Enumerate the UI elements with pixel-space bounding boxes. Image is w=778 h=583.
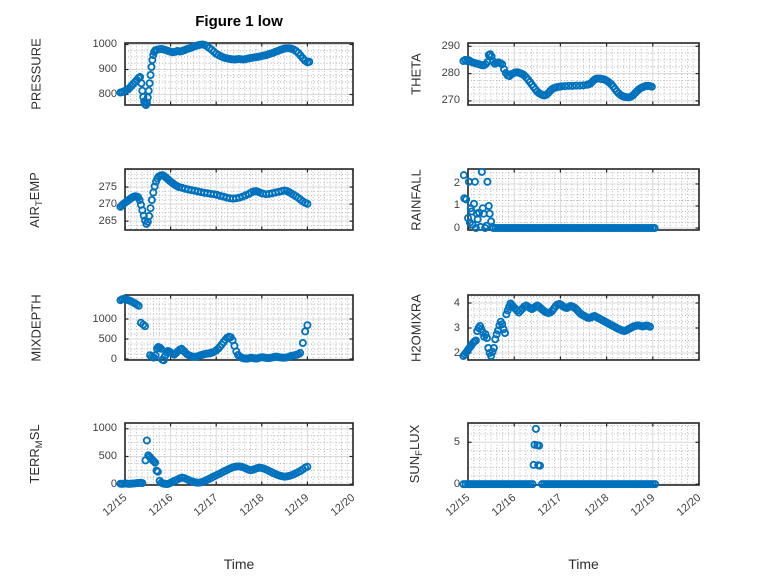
data-series-sunflux	[459, 424, 660, 489]
y-tick-label: 5	[453, 435, 460, 448]
subplot-pressure	[116, 40, 354, 110]
subscript: M	[34, 440, 45, 449]
y-tick-label: 1	[453, 199, 460, 212]
y-tick-label: 3	[453, 321, 460, 334]
data-series-theta	[459, 50, 656, 102]
y-tick-label: 1000	[92, 38, 117, 50]
y-tick-label: 2	[453, 346, 460, 359]
y-tick-label: 1000	[92, 422, 117, 435]
y-tick-label: 270	[98, 197, 117, 210]
y-axis-label-airtemp: AIRTEMP	[27, 171, 45, 228]
minor-grid	[468, 423, 699, 485]
y-tick-label: 2	[453, 177, 460, 190]
y-tick-label: 275	[98, 180, 117, 193]
x-axis-title-left: Time	[223, 556, 255, 572]
y-tick-label: 500	[98, 332, 117, 345]
subplot-airtemp	[116, 168, 354, 231]
y-tick-label: 500	[98, 449, 117, 462]
data-series-terrmsl	[116, 436, 312, 489]
data-series-pressure	[116, 40, 314, 110]
axis-ticks	[124, 43, 354, 105]
y-tick-label: 1000	[92, 312, 117, 325]
minor-grid	[125, 423, 353, 485]
axis-ticks	[467, 43, 700, 105]
y-tick-label: 270	[441, 94, 460, 107]
figure-title: Figure 1 low	[195, 13, 283, 30]
y-tick-label: 0	[453, 221, 460, 234]
y-tick-label: 900	[98, 63, 117, 75]
x-axis-title-right: Time	[568, 556, 599, 572]
major-grid	[125, 43, 353, 105]
y-tick-label: 0	[110, 477, 117, 490]
y-tick-label: 290	[441, 39, 460, 52]
y-axis-label-mixdepth: MIXDEPTH	[28, 293, 44, 362]
subscript: F	[414, 450, 425, 456]
data-series-airtemp	[116, 171, 312, 228]
y-tick-label: 4	[453, 296, 460, 309]
subplot-terrmsl	[116, 422, 354, 489]
data-series-mixdepth	[116, 294, 312, 365]
subplot-theta	[459, 42, 700, 106]
y-tick-label: 280	[441, 67, 460, 80]
y-axis-label-sunflux: SUNFLUX	[407, 424, 425, 484]
y-tick-label: 0	[110, 352, 117, 365]
data-series-rainfall	[459, 167, 659, 233]
y-tick-label: 0	[453, 477, 460, 490]
subplot-sunflux	[459, 422, 700, 489]
y-tick-label: 265	[98, 214, 117, 227]
y-tick-label: 800	[98, 88, 117, 100]
y-axis-label-theta: THETA	[408, 53, 424, 95]
axis-ticks	[124, 295, 354, 360]
subplot-mixdepth	[116, 294, 354, 365]
data-series-h2omixra	[459, 299, 655, 361]
minor-grid	[468, 169, 699, 230]
subplot-rainfall	[459, 167, 700, 233]
y-axis-label-terrmsl: TERRMSL	[27, 424, 45, 484]
y-axis-label-pressure: PRESSURE	[28, 38, 44, 110]
minor-grid	[125, 43, 353, 105]
y-axis-label-h2omixra: H2OMIXRA	[408, 293, 424, 362]
subplot-h2omixra	[459, 294, 700, 361]
y-axis-label-rainfall: RAINFALL	[408, 168, 424, 231]
